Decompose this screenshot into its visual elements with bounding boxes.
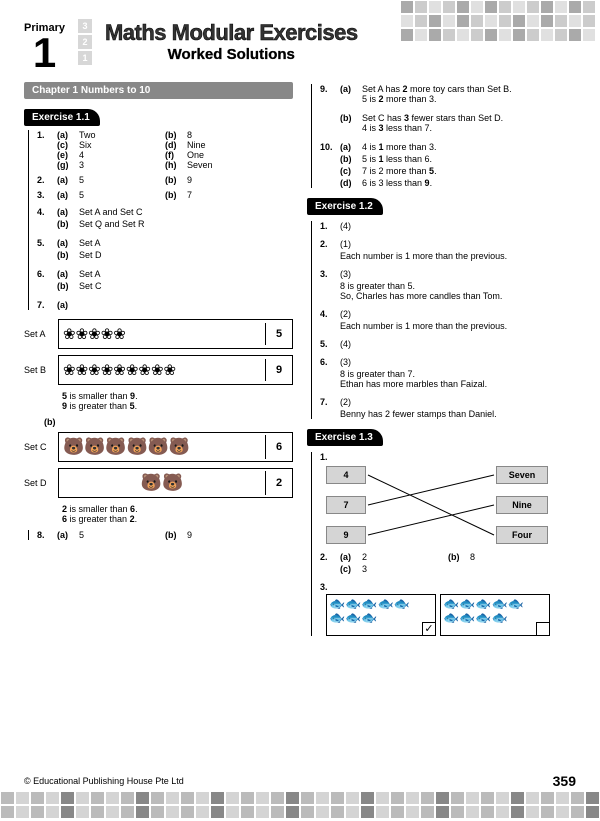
q4a: Set A and Set C [79, 207, 293, 217]
e12q5: (4) [340, 339, 576, 349]
badge-1: 1 [78, 51, 92, 65]
bear-icon: 🐻🐻🐻🐻🐻🐻 [59, 435, 266, 459]
q1g: 3 [79, 160, 165, 170]
badge-2: 2 [78, 35, 92, 49]
q1a: Two [79, 130, 165, 140]
title-main: Maths Modular Exercises [105, 20, 358, 46]
q1b: 8 [187, 130, 293, 140]
q8a: 5 [79, 530, 165, 540]
exercise-1-2-tab: Exercise 1.2 [307, 198, 383, 215]
e12q6e: 8 is greater than 7.Ethan has more marbl… [340, 369, 576, 389]
q3a: 5 [79, 190, 165, 200]
left-column: Chapter 1 Numbers to 10 Exercise 1.1 1.(… [24, 82, 293, 642]
set-a-label: Set A [24, 329, 54, 339]
header-decoration [400, 0, 600, 60]
q1f: One [187, 150, 293, 160]
q5a: Set A [79, 238, 293, 248]
q2b: 9 [187, 175, 293, 185]
chapter-bar: Chapter 1 Numbers to 10 [24, 82, 293, 99]
q5b: Set D [79, 250, 293, 260]
flower-icon: ❀❀❀❀❀ [59, 323, 266, 345]
bear-icon: 🐻🐻 [59, 471, 266, 495]
fish-compare: 🐟🐟🐟🐟🐟🐟🐟🐟 ✓ 🐟🐟🐟🐟🐟🐟🐟🐟🐟 [326, 594, 576, 636]
e12q4e: Each number is 1 more than the previous. [340, 321, 576, 331]
e12q3e: 8 is greater than 5.So, Charles has more… [340, 281, 576, 301]
set-a-box: ❀❀❀❀❀ 5 [58, 319, 293, 349]
set-d-count: 2 [266, 477, 292, 489]
set-c-label: Set C [24, 442, 54, 452]
fish-cell-left: 🐟🐟🐟🐟🐟🐟🐟🐟 ✓ [326, 594, 436, 636]
set-a-count: 5 [266, 328, 292, 340]
q6b: Set C [79, 281, 293, 291]
right-column: 9.(a)Set A has 2 more toy cars than Set … [307, 82, 576, 642]
check-icon: ✓ [422, 622, 436, 636]
q1e: 4 [79, 150, 165, 160]
copyright: © Educational Publishing House Pte Ltd [24, 776, 184, 786]
q6a: Set A [79, 269, 293, 279]
e13q2b: 8 [470, 552, 576, 562]
e12q3: (3) [340, 269, 576, 279]
q9a: Set A has 2 more toy cars than Set B.5 i… [362, 84, 576, 104]
page-number: 359 [553, 773, 576, 789]
q9b: Set C has 3 fewer stars than Set D.4 is … [362, 113, 576, 133]
q1c: Six [79, 140, 165, 150]
q10d: 6 is 3 less than 9. [362, 178, 576, 188]
e12q7: (2) [340, 397, 576, 407]
explain-a: 5 is smaller than 9.9 is greater than 5. [62, 391, 293, 411]
e12q2: (1) [340, 239, 576, 249]
q3b: 7 [187, 190, 293, 200]
empty-check-icon [536, 622, 550, 636]
set-b-count: 9 [266, 364, 292, 376]
flower-icon: ❀❀❀❀❀❀❀❀❀ [59, 359, 266, 381]
q10b: 5 is 1 less than 6. [362, 154, 576, 164]
q8b: 9 [187, 530, 293, 540]
q10c: 7 is 2 more than 5. [362, 166, 576, 176]
exercise-1-1-tab: Exercise 1.1 [24, 109, 100, 126]
e12q2e: Each number is 1 more than the previous. [340, 251, 576, 261]
set-b-label: Set B [24, 365, 54, 375]
e12q7e: Benny has 2 fewer stamps than Daniel. [340, 409, 576, 419]
q1d: Nine [187, 140, 293, 150]
fish-cell-right: 🐟🐟🐟🐟🐟🐟🐟🐟🐟 [440, 594, 550, 636]
q4b: Set Q and Set R [79, 219, 293, 229]
q2a: 5 [79, 175, 165, 185]
title-sub: Worked Solutions [105, 46, 358, 63]
exercise-1-3-tab: Exercise 1.3 [307, 429, 383, 446]
primary-number: 1 [24, 34, 65, 72]
set-b-box: ❀❀❀❀❀❀❀❀❀ 9 [58, 355, 293, 385]
footer-decoration [0, 791, 600, 821]
badge-3: 3 [78, 19, 92, 33]
set-d-label: Set D [24, 478, 54, 488]
set-c-count: 6 [266, 441, 292, 453]
e13q2a: 2 [362, 552, 448, 562]
explain-b: 2 is smaller than 6.6 is greater than 2. [62, 504, 293, 524]
matching-diagram: 4 7 9 Seven Nine Four [326, 466, 576, 546]
set-c-box: 🐻🐻🐻🐻🐻🐻 6 [58, 432, 293, 462]
e12q1: (4) [340, 221, 576, 231]
e12q6: (3) [340, 357, 576, 367]
e12q4: (2) [340, 309, 576, 319]
q1h: Seven [187, 160, 293, 170]
q10a: 4 is 1 more than 3. [362, 142, 576, 152]
set-d-box: 🐻🐻 2 [58, 468, 293, 498]
page-footer: © Educational Publishing House Pte Ltd 3… [24, 773, 576, 789]
e13q2c: 3 [362, 564, 576, 574]
